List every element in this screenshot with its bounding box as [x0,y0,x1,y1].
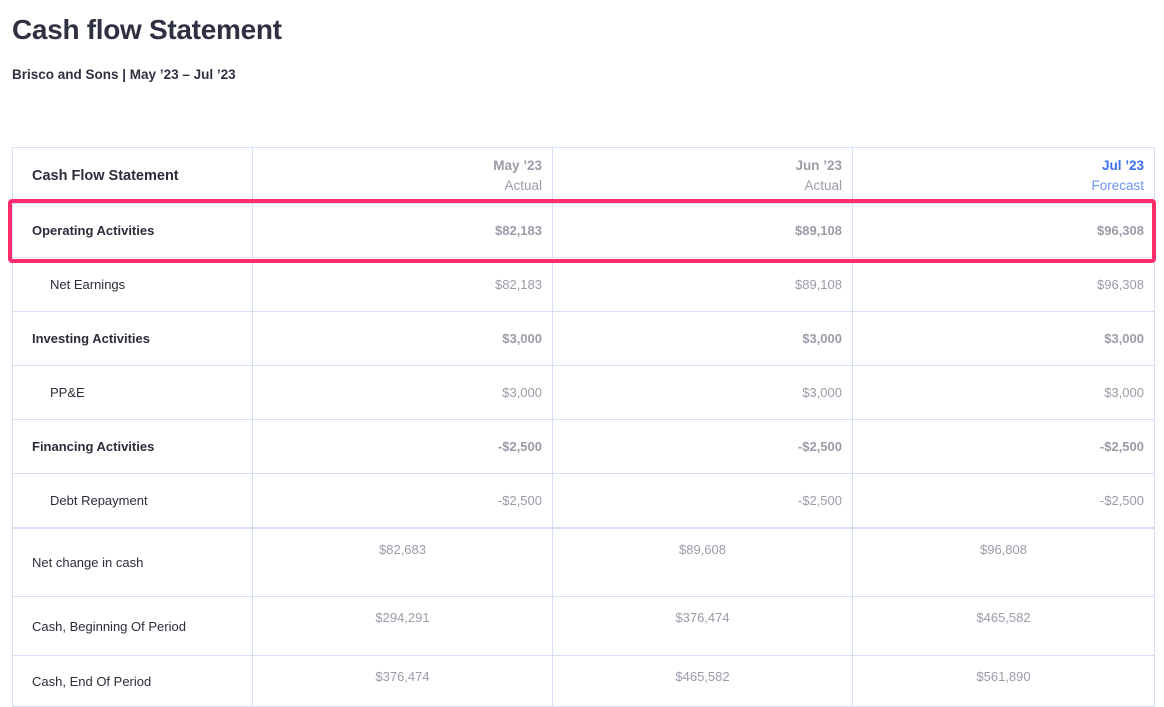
row-label: Net change in cash [12,527,253,597]
row-label: PP&E [12,365,253,420]
table-row-debt-repayment[interactable]: Debt Repayment -$2,500 -$2,500 -$2,500 [12,473,1155,529]
cell-value: -$2,500 [852,419,1155,474]
cell-value: $82,183 [252,257,553,312]
footer-row-cash-beginning[interactable]: Cash, Beginning Of Period $294,291 $376,… [12,596,1155,656]
footer-row-net-change[interactable]: Net change in cash $82,683 $89,608 $96,8… [12,527,1155,597]
cell-value: $294,291 [252,596,553,656]
cash-flow-table: Cash Flow Statement May ’23 Actual Jun ’2… [12,147,1155,707]
row-label: Investing Activities [12,311,253,366]
row-label: Cash, End Of Period [12,655,253,707]
table-row-net-earnings[interactable]: Net Earnings $82,183 $89,108 $96,308 [12,257,1155,312]
cell-value: $3,000 [252,365,553,420]
cell-value: $96,808 [852,527,1155,597]
cell-value: $96,308 [852,203,1155,258]
cell-value: $89,608 [552,527,853,597]
table-row-ppe[interactable]: PP&E $3,000 $3,000 $3,000 [12,365,1155,420]
row-label: Financing Activities [12,419,253,474]
cell-value: $3,000 [252,311,553,366]
header-label: Cash Flow Statement [12,147,253,204]
column-header-jun[interactable]: Jun ’23 Actual [552,147,853,204]
row-label: Cash, Beginning Of Period [12,596,253,656]
cell-value: $3,000 [552,365,853,420]
cell-value: $376,474 [552,596,853,656]
table-row-investing-activities[interactable]: Investing Activities $3,000 $3,000 $3,00… [12,311,1155,366]
footer-row-cash-end[interactable]: Cash, End Of Period $376,474 $465,582 $5… [12,655,1155,707]
cell-value: -$2,500 [252,473,553,529]
cell-value: -$2,500 [552,473,853,529]
row-label: Net Earnings [12,257,253,312]
table-row-financing-activities[interactable]: Financing Activities -$2,500 -$2,500 -$2… [12,419,1155,474]
cell-value: $376,474 [252,655,553,707]
cell-value: -$2,500 [552,419,853,474]
cell-value: $465,582 [852,596,1155,656]
cell-value: $89,108 [552,203,853,258]
column-header-jul[interactable]: Jul ’23 Forecast [852,147,1155,204]
cell-value: $561,890 [852,655,1155,707]
cell-value: $89,108 [552,257,853,312]
cell-value: $3,000 [852,311,1155,366]
table-row-operating-activities[interactable]: Operating Activities $82,183 $89,108 $96… [12,203,1155,258]
cell-value: -$2,500 [252,419,553,474]
cell-value: $3,000 [552,311,853,366]
cell-value: $96,308 [852,257,1155,312]
cell-value: $82,183 [252,203,553,258]
cell-value: -$2,500 [852,473,1155,529]
page-title: Cash flow Statement [12,14,282,45]
cell-value: $465,582 [552,655,853,707]
cell-value: $3,000 [852,365,1155,420]
cell-value: $82,683 [252,527,553,597]
row-label: Debt Repayment [12,473,253,529]
row-label: Operating Activities [12,203,253,258]
table-header-row: Cash Flow Statement May ’23 Actual Jun ’2… [12,147,1155,204]
column-header-may[interactable]: May ’23 Actual [252,147,553,204]
page-subtitle: Brisco and Sons | May ’23 – Jul ’23 [12,67,236,82]
